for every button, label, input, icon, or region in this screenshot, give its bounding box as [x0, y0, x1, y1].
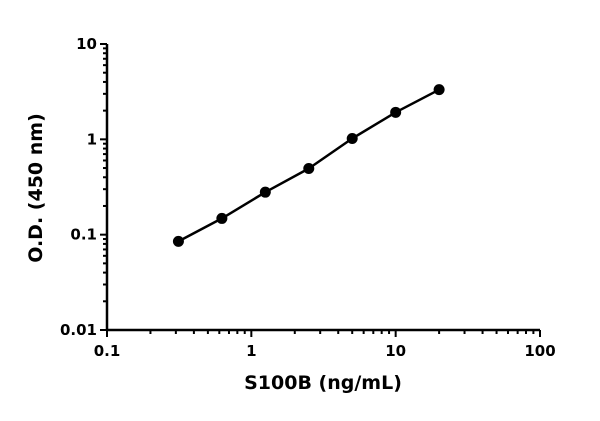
- y-tick-label: 0.1: [70, 226, 97, 244]
- data-point: [346, 133, 358, 145]
- data-point: [259, 186, 271, 198]
- x-tick-label: 0.1: [94, 342, 121, 360]
- x-tick-label: 100: [524, 342, 555, 360]
- data-point: [433, 84, 445, 96]
- x-tick-label: 10: [385, 342, 406, 360]
- y-tick-label: 10: [76, 35, 97, 53]
- data-point: [390, 106, 402, 118]
- y-tick-label: 0.01: [60, 321, 97, 339]
- y-axis-title: O.D. (450 nm): [25, 113, 47, 263]
- axes: 0.1 1 10 100 0.01 0.1 1 10: [60, 35, 556, 360]
- y-tick-label: 1: [87, 130, 97, 148]
- x-tick-label: 1: [246, 342, 256, 360]
- data-point: [216, 212, 228, 224]
- x-axis-title: S100B (ng/mL): [244, 372, 402, 394]
- data-marks: [172, 84, 445, 247]
- data-point: [172, 235, 184, 247]
- data-point: [303, 163, 315, 175]
